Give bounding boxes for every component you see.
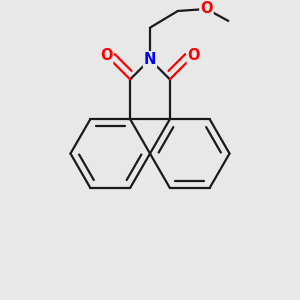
Text: O: O	[200, 2, 213, 16]
Text: O: O	[188, 48, 200, 63]
Text: O: O	[100, 48, 112, 63]
Text: N: N	[144, 52, 156, 67]
